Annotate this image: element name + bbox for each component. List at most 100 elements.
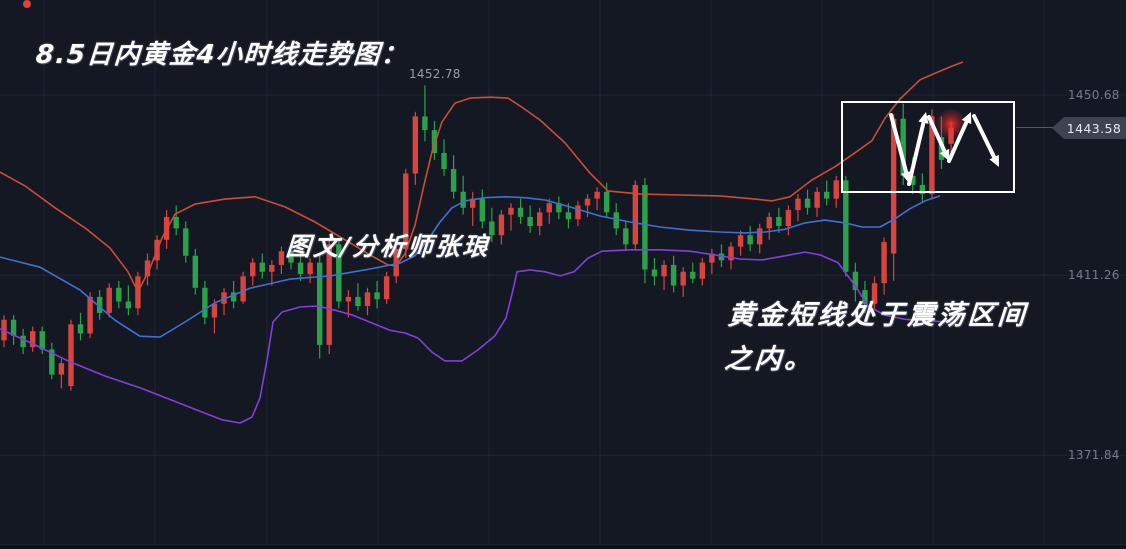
price-axis[interactable]: 1450.68 1411.26 1371.84 — [1050, 0, 1126, 549]
candle-body — [718, 253, 725, 261]
candle-body — [546, 203, 552, 213]
price-tick-1371: 1371.84 — [1068, 448, 1120, 462]
candle-body — [355, 296, 361, 307]
trend-arrow-head — [918, 112, 929, 124]
candle-body — [910, 175, 916, 185]
candle-body — [20, 335, 26, 348]
candle-body — [632, 184, 639, 245]
candle-body — [383, 276, 390, 300]
candle-body — [747, 235, 753, 245]
candle-body — [728, 246, 734, 261]
candle-body — [489, 221, 495, 236]
candle-body — [852, 271, 859, 291]
candle-body — [10, 319, 17, 336]
analysis-note-line2: 之内。 — [723, 344, 816, 375]
session-high-label: 1452.78 — [409, 67, 461, 81]
candle-body — [603, 191, 610, 213]
candle-body — [498, 214, 505, 236]
analysis-note: 黄金短线处于震荡区间 之内。 — [723, 294, 1029, 382]
trend-arrow-shaft — [927, 115, 948, 156]
band-middle-line — [0, 195, 941, 338]
candle-body — [642, 184, 648, 270]
candle-body — [900, 118, 906, 176]
candle-body — [211, 303, 218, 318]
candle-body — [250, 262, 256, 277]
red-dot-marker — [23, 0, 31, 8]
candle-body — [278, 251, 285, 265]
candle-body — [919, 184, 926, 195]
candle-body — [192, 255, 199, 288]
candle-body — [96, 296, 103, 313]
candle-body — [173, 216, 179, 229]
candle-body — [431, 130, 438, 153]
bottom-time-axis-strip — [0, 544, 1126, 549]
candle-body — [39, 331, 45, 350]
candle-body — [795, 198, 801, 211]
candle-body — [288, 251, 294, 263]
price-tick-1411: 1411.26 — [1068, 268, 1120, 282]
candle-body — [393, 248, 399, 277]
candle-body — [29, 331, 36, 348]
trend-arrow-head — [939, 148, 950, 161]
candle-body — [326, 244, 332, 345]
candle-body — [881, 242, 887, 284]
candle-body — [823, 191, 830, 199]
candle-body — [670, 264, 677, 286]
price-tick-1450: 1450.68 — [1068, 88, 1120, 102]
highlight-glow — [935, 108, 967, 140]
candle-body — [116, 287, 122, 302]
candle-body — [536, 212, 543, 227]
trend-arrow-shaft — [889, 113, 909, 178]
candle-body — [709, 253, 715, 263]
candle-body — [316, 262, 323, 345]
candle-body — [221, 292, 227, 304]
candle-body — [125, 301, 132, 309]
candle-body — [690, 271, 696, 279]
candle-body — [651, 269, 658, 277]
candle-body — [183, 228, 189, 256]
candle-body — [804, 198, 811, 208]
candle-body — [556, 203, 562, 213]
trend-arrow-head — [961, 112, 972, 125]
candle-body — [441, 152, 447, 169]
band-lower-line — [0, 249, 951, 424]
annotation-box — [841, 101, 1015, 193]
candle-body — [862, 290, 868, 304]
candle-body — [336, 244, 342, 302]
candle-body — [785, 210, 792, 227]
trend-arrow-shaft — [972, 114, 998, 162]
candle-body — [374, 292, 380, 300]
candle-body — [479, 198, 485, 222]
candle-body — [766, 216, 772, 229]
candle-body — [58, 363, 65, 375]
candle-body — [871, 283, 878, 304]
candle-body — [345, 296, 352, 302]
trend-arrow-shaft — [947, 117, 970, 163]
candle-body — [814, 191, 820, 208]
candle-body — [594, 191, 600, 199]
trend-arrow-head — [989, 154, 999, 167]
candle-body — [575, 205, 581, 220]
candle-body — [699, 262, 706, 279]
candle-body — [403, 173, 409, 249]
candle-body — [833, 180, 839, 199]
candle-body — [623, 228, 629, 245]
band-upper-line — [0, 61, 964, 293]
candle-body — [106, 287, 112, 313]
candle-body — [297, 262, 304, 275]
candle-body — [661, 264, 667, 277]
page-title: 8.5日内黄金4小时线走势图： — [34, 40, 410, 70]
current-price-tag: 1443.58 — [1052, 117, 1126, 139]
candle-body — [517, 207, 524, 217]
candle-body — [776, 216, 782, 227]
candle-body — [508, 207, 514, 215]
candle-body — [77, 324, 84, 334]
candle-body — [680, 271, 686, 286]
analysis-note-line1: 黄金短线处于震荡区间 — [726, 300, 1029, 331]
candle-body — [613, 212, 619, 229]
candle-body — [527, 216, 533, 227]
candle-body — [584, 198, 591, 206]
candle-body — [843, 180, 849, 272]
